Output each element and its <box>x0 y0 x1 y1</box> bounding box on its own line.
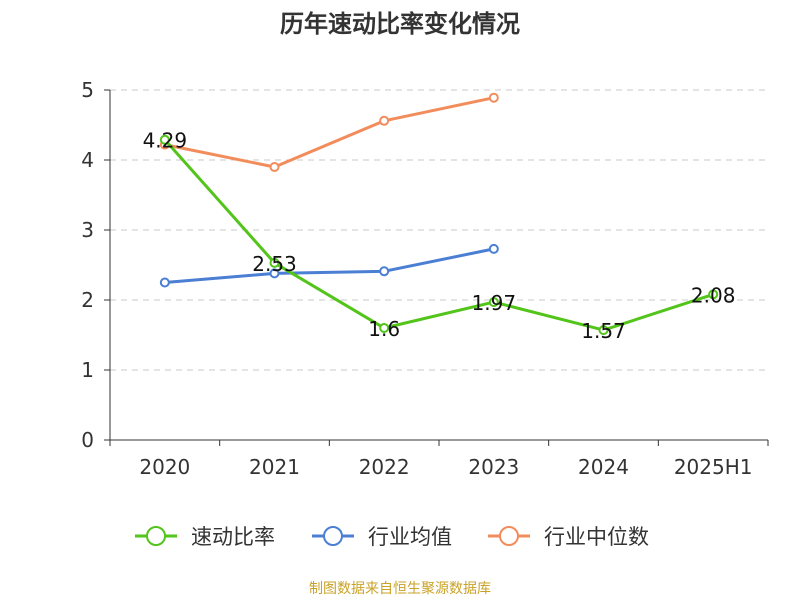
y-tick-label: 1 <box>81 358 94 382</box>
data-label: 2.53 <box>252 252 297 276</box>
series-line <box>164 96 495 169</box>
data-point <box>159 277 170 288</box>
x-tick-label: 2020 <box>139 455 190 479</box>
data-point <box>379 323 390 333</box>
data-point <box>269 268 280 279</box>
legend-marker <box>146 526 166 546</box>
data-point <box>159 134 170 145</box>
x-tick-label: 2021 <box>249 455 300 479</box>
series-line <box>164 247 495 284</box>
data-label: 1.6 <box>368 317 400 341</box>
x-tick-label: 2023 <box>468 455 519 479</box>
series-line <box>163 138 714 332</box>
data-label: 2.08 <box>691 283 736 307</box>
x-tick-label: 2025H1 <box>674 455 753 479</box>
data-point <box>269 162 280 172</box>
y-tick-label: 3 <box>81 218 94 242</box>
data-point <box>598 325 609 336</box>
data-point <box>488 92 499 103</box>
data-point <box>488 297 499 308</box>
y-tick-label: 5 <box>81 78 94 102</box>
legend-label: 速动比率 <box>191 525 275 549</box>
y-tick-label: 2 <box>81 288 94 312</box>
data-point <box>708 289 719 300</box>
legend-label: 行业均值 <box>368 525 452 549</box>
data-point <box>379 266 390 277</box>
y-tick-label: 4 <box>81 148 94 172</box>
data-label: 1.97 <box>472 291 517 315</box>
data-label: 1.57 <box>581 319 626 343</box>
x-tick-label: 2022 <box>359 455 410 479</box>
source-footer: 制图数据来自恒生聚源数据库 <box>309 581 491 597</box>
legend-marker <box>499 526 519 546</box>
data-point <box>379 115 390 126</box>
data-label: 4.29 <box>143 129 188 153</box>
legend-label: 行业中位数 <box>544 525 649 549</box>
legend-marker <box>323 526 343 546</box>
data-point <box>269 257 280 268</box>
x-tick-label: 2024 <box>578 455 629 479</box>
data-point <box>488 243 499 254</box>
y-tick-label: 0 <box>81 428 94 452</box>
chart-title: 历年速动比率变化情况 <box>280 10 520 38</box>
